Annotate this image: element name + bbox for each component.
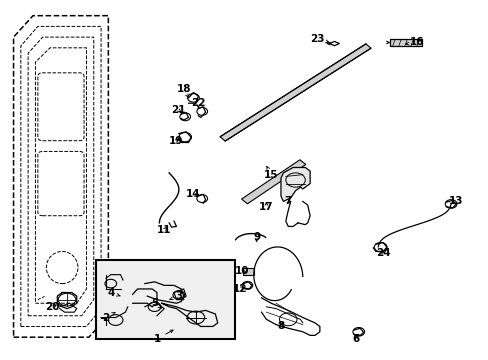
Text: 23: 23 (309, 34, 328, 44)
Text: 17: 17 (259, 202, 273, 212)
Text: 13: 13 (448, 197, 462, 206)
Text: 2: 2 (102, 312, 115, 323)
Polygon shape (241, 160, 305, 204)
Polygon shape (220, 44, 370, 141)
Text: 16: 16 (405, 37, 424, 48)
Text: 6: 6 (352, 334, 359, 344)
Text: 5: 5 (151, 298, 161, 308)
Text: 9: 9 (253, 232, 260, 242)
Polygon shape (281, 167, 309, 202)
Text: 12: 12 (232, 284, 246, 294)
Text: 7: 7 (284, 197, 291, 206)
Text: 4: 4 (107, 288, 120, 297)
Text: 3: 3 (169, 291, 182, 301)
Bar (96, 260, 234, 339)
Text: 10: 10 (234, 266, 249, 276)
Bar (243, 268, 253, 275)
Text: 8: 8 (277, 321, 284, 332)
Text: 21: 21 (171, 105, 186, 115)
Text: 14: 14 (186, 189, 201, 199)
Text: 1: 1 (153, 330, 173, 344)
Text: 18: 18 (176, 84, 191, 97)
Text: 22: 22 (191, 98, 205, 108)
Text: 19: 19 (169, 136, 183, 146)
Text: 20: 20 (45, 302, 60, 312)
Bar (389, 39, 421, 46)
Text: 15: 15 (264, 166, 278, 180)
Text: 11: 11 (157, 225, 171, 235)
Text: 24: 24 (375, 248, 389, 258)
